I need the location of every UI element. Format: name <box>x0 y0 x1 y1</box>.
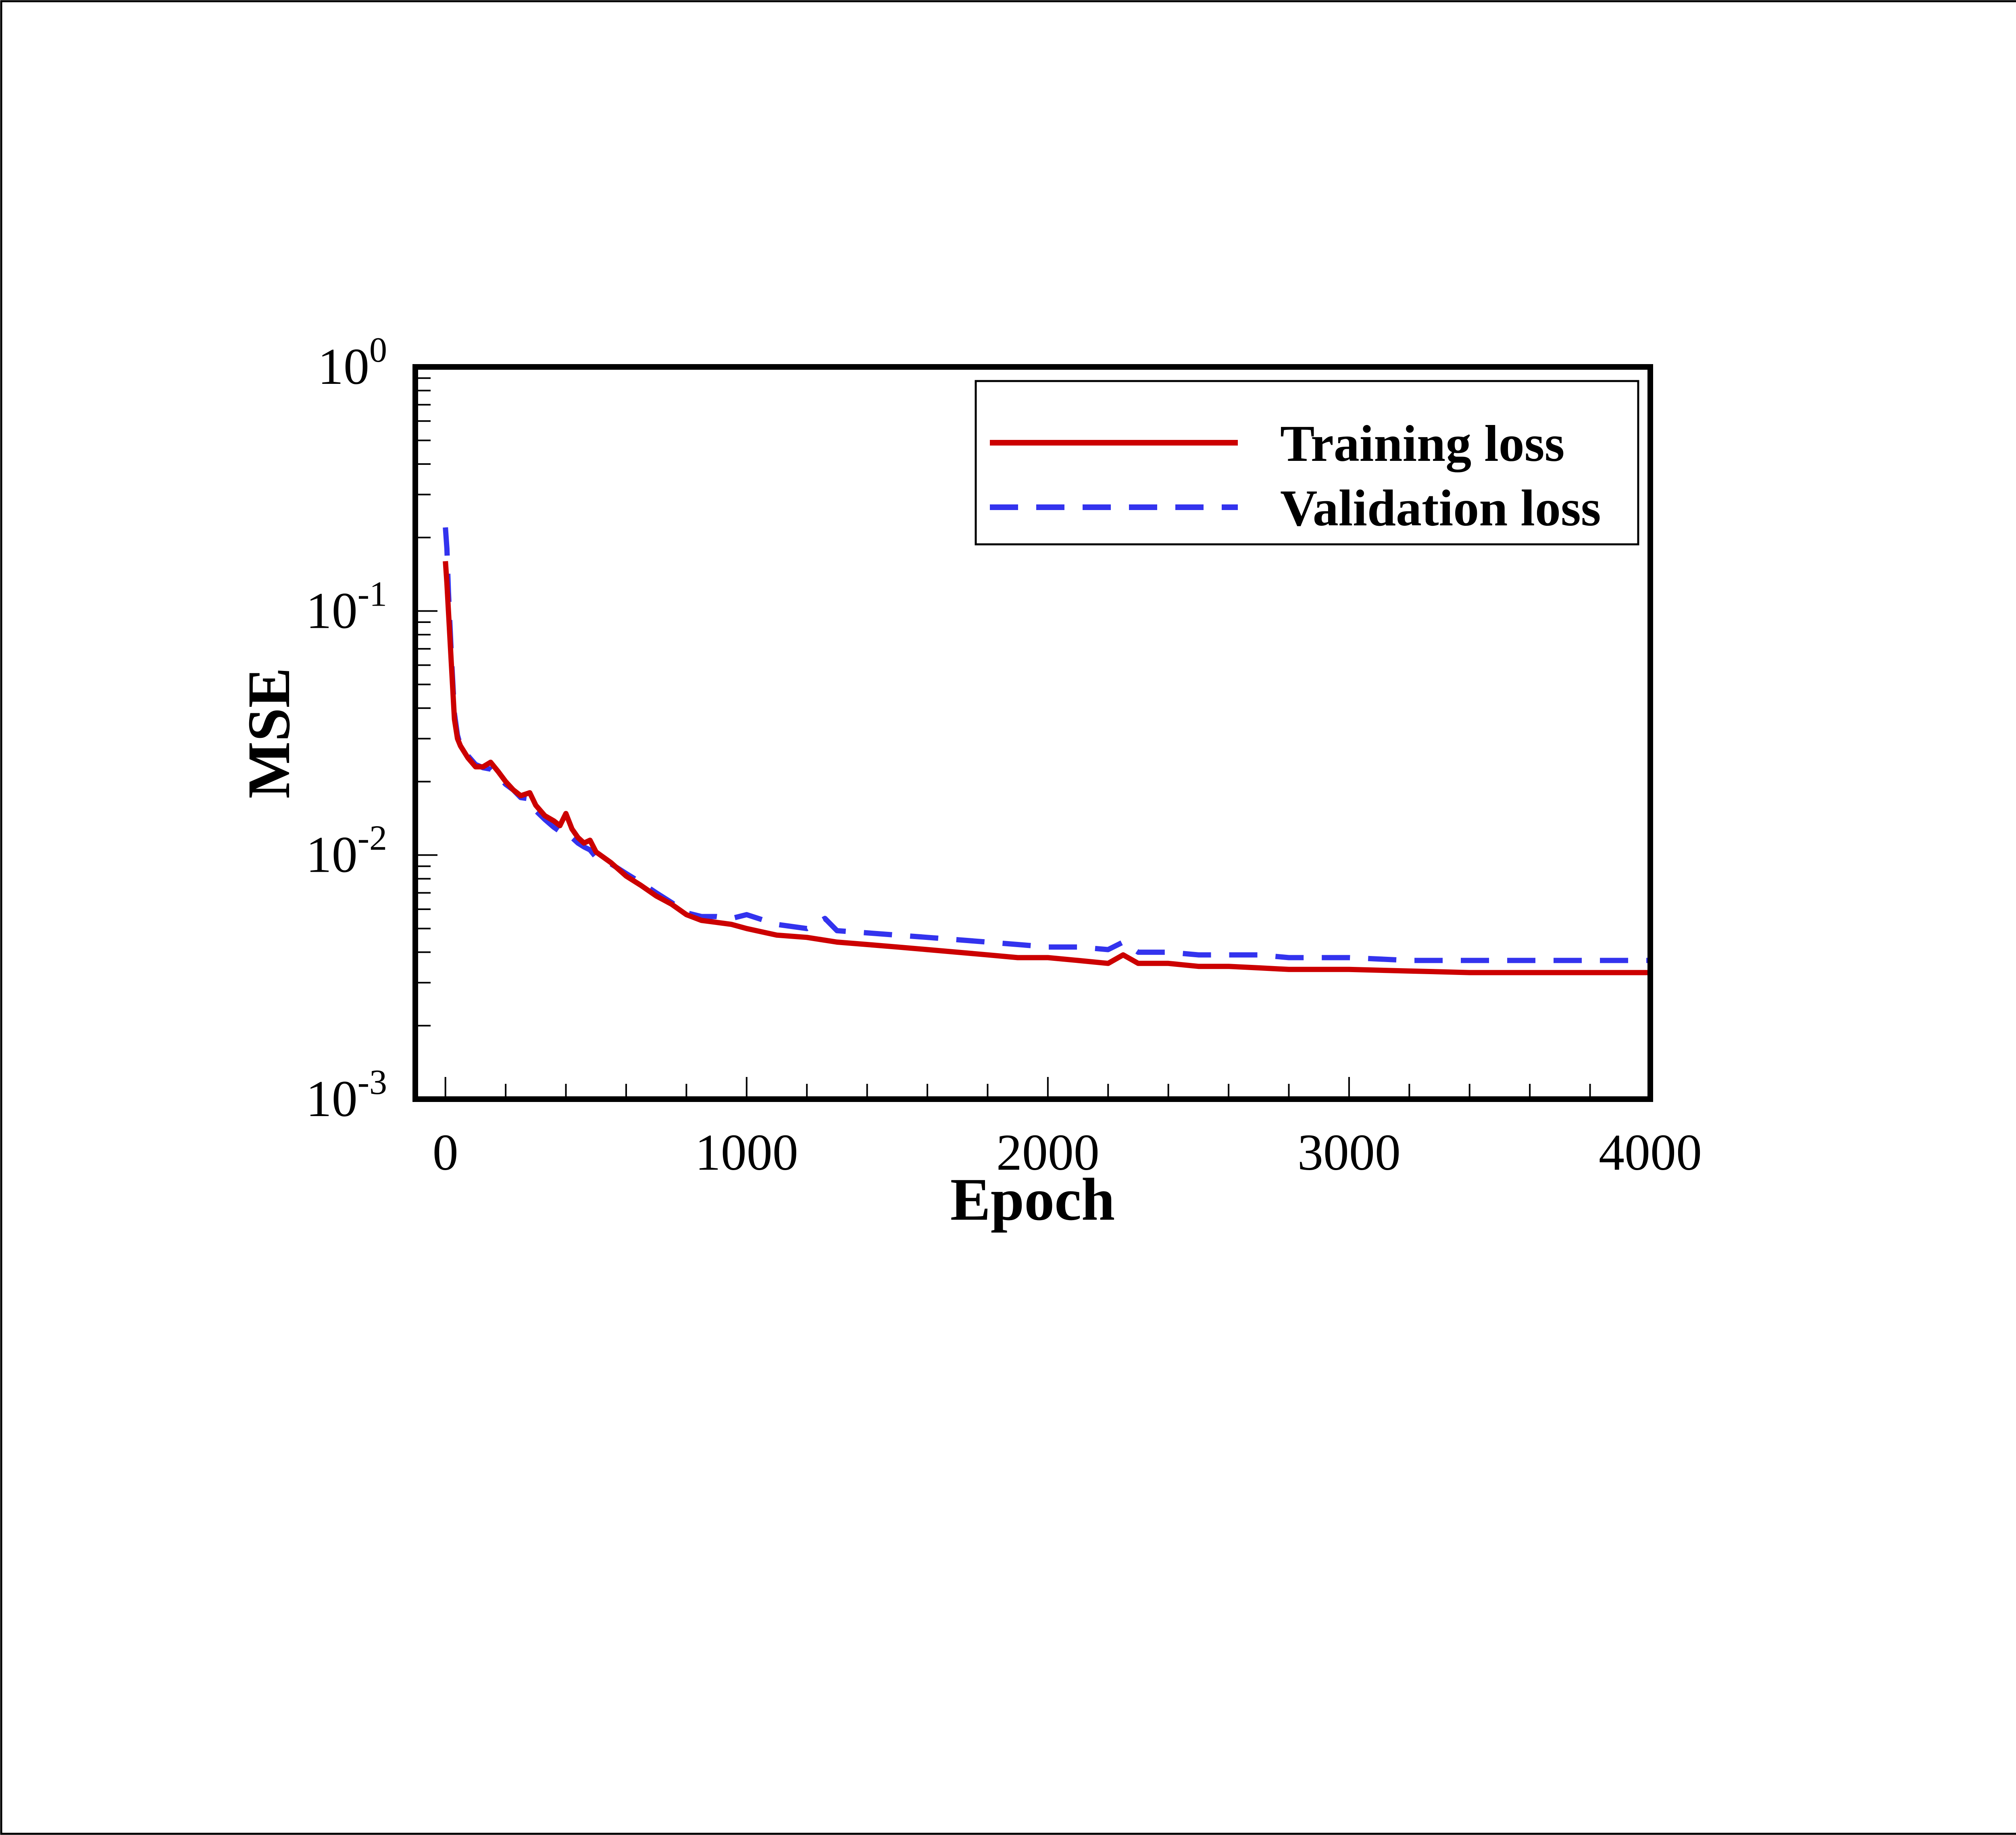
y-tick-label: 10-1 <box>306 575 387 639</box>
y-tick-label: 100 <box>318 331 387 395</box>
series-layer <box>443 527 1650 975</box>
legend-label-training: Training loss <box>1280 415 1564 472</box>
axis-tick-labels: 0 1000 2000 3000 4000 10-3 10-2 10-1 100 <box>306 331 1702 1181</box>
x-tick-label: 2000 <box>996 1124 1100 1181</box>
y-tick-label: 10-2 <box>306 819 387 883</box>
legend-label-validation: Validation loss <box>1280 479 1601 537</box>
legend-box <box>975 380 1639 546</box>
plot-area-frame <box>412 364 1653 1102</box>
x-tick-label: 1000 <box>695 1124 798 1181</box>
series-line-validation <box>443 527 1650 963</box>
x-tick-label: 3000 <box>1297 1124 1401 1181</box>
y-tick-label: 10-3 <box>306 1063 387 1127</box>
x-tick-label: 0 <box>433 1124 458 1181</box>
series-line-training <box>443 561 1650 975</box>
x-tick-label: 4000 <box>1599 1124 1702 1181</box>
legend: Training loss Validation loss <box>975 380 1639 546</box>
y-axis-label: MSE <box>235 667 302 798</box>
x-axis-label: Epoch <box>950 1166 1115 1233</box>
